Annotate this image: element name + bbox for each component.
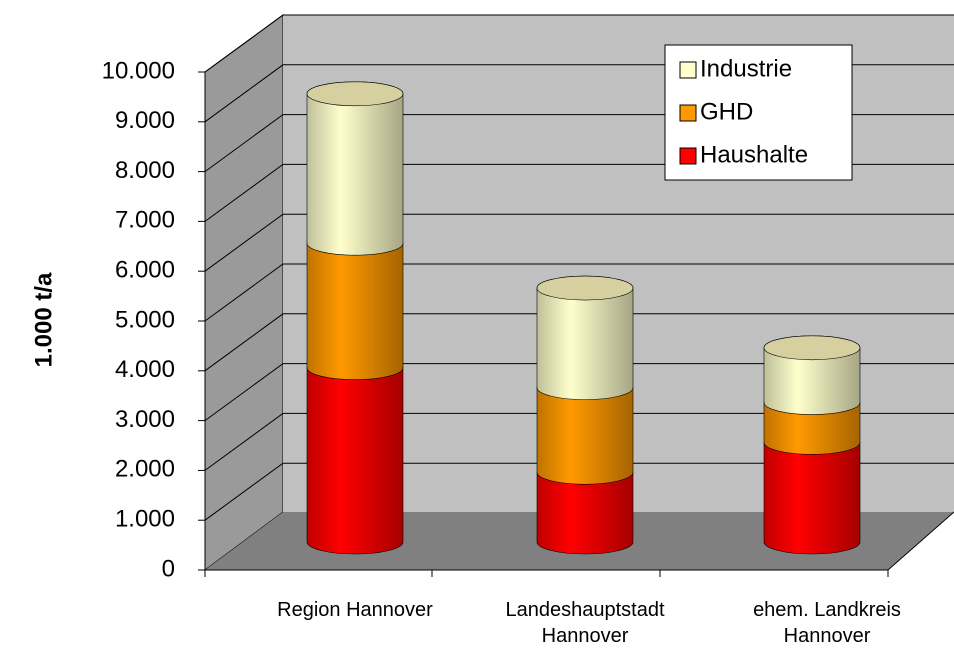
legend-swatch xyxy=(679,104,697,122)
legend-label: Haushalte xyxy=(700,141,808,168)
grid-line xyxy=(204,14,954,73)
y-tick-label: 5.000 xyxy=(115,306,175,333)
y-tick-label: 0 xyxy=(162,555,175,582)
cylinder-segment xyxy=(536,460,634,555)
segment-shade xyxy=(307,81,403,256)
floor-edge xyxy=(887,511,954,571)
y-tick-label: 2.000 xyxy=(115,456,175,483)
grid-line xyxy=(204,462,954,521)
x-tick-label: ehem. Landkreis Hannover xyxy=(753,599,901,647)
y-tick-label: 6.000 xyxy=(115,257,175,284)
y-tick-label: 4.000 xyxy=(115,356,175,383)
y-tick-label: 8.000 xyxy=(115,157,175,184)
grid-line xyxy=(204,412,954,471)
y-tick-label: 10.000 xyxy=(102,57,175,84)
y-tick-label: 3.000 xyxy=(115,406,175,433)
x-tick-label: Region Hannover xyxy=(277,599,433,621)
y-tick-label: 9.000 xyxy=(115,107,175,134)
cylinder-segment xyxy=(306,81,404,256)
cylinder-segment xyxy=(306,355,404,555)
cylinder-segment xyxy=(763,430,861,555)
cylinder-segment xyxy=(306,230,404,380)
grid-line xyxy=(204,213,954,272)
legend-swatch xyxy=(679,61,697,79)
legend-swatch xyxy=(679,147,697,165)
cylinder-segment xyxy=(763,335,861,415)
x-tick-label: Landeshauptstadt Hannover xyxy=(505,599,665,647)
cylinder-top xyxy=(763,335,861,361)
legend-label: Industrie xyxy=(700,55,792,82)
grid-line xyxy=(204,363,954,422)
legend-label: GHD xyxy=(700,98,753,125)
y-tick-label: 1.000 xyxy=(115,506,175,533)
cylinder-top xyxy=(536,275,634,301)
segment-shade xyxy=(307,355,403,554)
segment-shade xyxy=(764,430,861,554)
cylinder-segment xyxy=(536,275,634,400)
cylinder-segment xyxy=(536,375,634,485)
y-axis-label: 1.000 t/a xyxy=(30,272,57,367)
grid-line xyxy=(204,263,954,322)
cylinder-top xyxy=(306,81,404,107)
segment-shade xyxy=(537,460,633,554)
y-tick-label: 7.000 xyxy=(115,207,175,234)
grid-line xyxy=(204,313,954,372)
segment-shade xyxy=(537,276,633,400)
segment-shade xyxy=(537,375,633,485)
segment-shade xyxy=(307,231,403,380)
